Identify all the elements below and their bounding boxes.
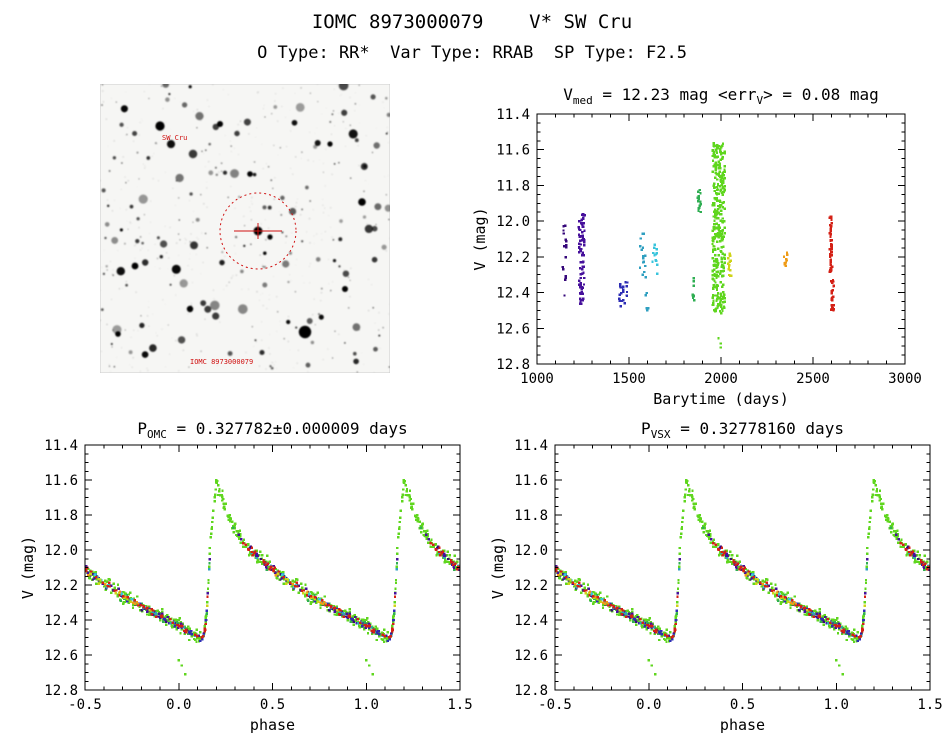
target-marker — [219, 192, 297, 270]
y-tick-label: 11.6 — [496, 143, 530, 159]
y-tick-label: 11.8 — [514, 508, 548, 524]
y-tick-label: 12.0 — [44, 543, 78, 559]
y-tick-label: 12.4 — [514, 613, 548, 629]
y-tick-label: 12.2 — [496, 250, 530, 266]
x-axis-title: Barytime (days) — [653, 390, 788, 408]
phase-vsx-plot-title: PVSX = 0.32778160 days — [555, 419, 930, 441]
x-tick-label: 1.5 — [917, 697, 942, 713]
star-field — [100, 84, 390, 373]
y-tick-label: 12.8 — [514, 683, 548, 699]
barytime-scatter-chart: 1000 1500 2000 2500 3000 11.4 11.6 11.8 12.0 12.2… — [471, 107, 922, 408]
x-tick-label: 1.0 — [824, 697, 849, 713]
finder-label-top: SW Cru — [162, 134, 188, 142]
phase-vsx-scatter-chart: -0.5 0.0 0.5 1.0 1.5 11.4 11.6 11.8 12.0 12.2 12.4… — [489, 438, 943, 734]
axes — [554, 444, 931, 691]
y-tick-label: 12.6 — [496, 321, 530, 337]
page-title: IOMC 8973000079 V* SW Cru — [311, 11, 633, 33]
phase-vsx-plot: PVSX = 0.32778160 days -0.5 0.0 0.5 1.0 1.5 1… — [478, 414, 944, 746]
subscript-text: V — [756, 94, 764, 108]
y-axis-title: V (mag) — [489, 536, 507, 599]
data-points — [561, 142, 836, 349]
y-tick-label: 12.4 — [44, 613, 78, 629]
y-tick-label: 12.2 — [514, 578, 548, 594]
y-tick-label: 11.4 — [44, 438, 78, 454]
star-field-image — [100, 84, 390, 373]
axes — [84, 444, 461, 691]
title-text: V — [563, 85, 573, 104]
title-text: = 12.23 mag <err — [592, 85, 757, 104]
y-tick-label: 12.4 — [496, 286, 530, 302]
barytime-plot-title: Vmed = 12.23 mag <errV> = 0.08 mag — [537, 85, 905, 107]
y-tick-label: 12.6 — [514, 648, 548, 664]
subscript-text: med — [572, 94, 593, 108]
target-circle-icon — [219, 192, 297, 270]
y-tick-label: 11.6 — [44, 473, 78, 489]
title-text: = 0.32778160 days — [670, 419, 844, 438]
data-points — [555, 478, 930, 676]
finder-label-bottom: IOMC 8973000079 — [190, 358, 254, 366]
x-tick-label: 0.5 — [260, 697, 285, 713]
y-tick-label: 12.8 — [44, 683, 78, 699]
x-tick-label: 1000 — [520, 371, 554, 387]
page-subtitle: O Type: RR* Var Type: RRAB SP Type: F2.5 — [257, 43, 687, 63]
x-tick-label: 3000 — [888, 371, 922, 387]
x-tick-label: -0.5 — [538, 697, 572, 713]
y-tick-label: 12.0 — [514, 543, 548, 559]
y-tick-label: 11.4 — [514, 438, 548, 454]
x-tick-label: 0.0 — [636, 697, 661, 713]
finder-chart: SW Cru IOMC 8973000079 — [100, 84, 390, 373]
barytime-plot: Vmed = 12.23 mag <errV> = 0.08 mag 1000 1… — [455, 80, 943, 412]
y-tick-label: 11.4 — [496, 107, 530, 123]
axes — [536, 113, 906, 365]
phase-omc-plot-title: POMC = 0.327782±0.000009 days — [85, 419, 460, 441]
y-tick-label: 11.6 — [514, 473, 548, 489]
x-axis-title: phase — [720, 716, 765, 734]
title-text: = 0.327782±0.000009 days — [166, 419, 408, 438]
title-text: P — [641, 419, 651, 438]
title-text: P — [137, 419, 147, 438]
x-tick-label: -0.5 — [68, 697, 102, 713]
x-tick-label: 2500 — [796, 371, 830, 387]
x-tick-label: 2000 — [704, 371, 738, 387]
phase-omc-plot: POMC = 0.327782±0.000009 days -0.5 0.0 0.5… — [8, 414, 478, 746]
subscript-text: VSX — [650, 428, 671, 442]
y-tick-label: 11.8 — [496, 178, 530, 194]
phase-omc-scatter-chart: -0.5 0.0 0.5 1.0 1.5 11.4 11.6 11.8 12.0 12.2 12.4… — [19, 438, 473, 734]
y-tick-label: 12.0 — [496, 214, 530, 230]
y-axis-title: V (mag) — [19, 536, 37, 599]
x-tick-label: 1.5 — [447, 697, 472, 713]
tick-labels: -0.5 0.0 0.5 1.0 1.5 11.4 11.6 11.8 12.0 12.2 12.4… — [489, 438, 943, 734]
subscript-text: OMC — [146, 428, 167, 442]
x-tick-label: 1500 — [612, 371, 646, 387]
tick-labels: -0.5 0.0 0.5 1.0 1.5 11.4 11.6 11.8 12.0 12.2 12.4… — [19, 438, 473, 734]
y-tick-label: 12.2 — [44, 578, 78, 594]
y-tick-label: 12.8 — [496, 357, 530, 373]
tick-labels: 1000 1500 2000 2500 3000 11.4 11.6 11.8 12.0 12.2… — [471, 107, 922, 408]
x-tick-label: 0.0 — [166, 697, 191, 713]
x-tick-label: 1.0 — [354, 697, 379, 713]
y-tick-label: 12.6 — [44, 648, 78, 664]
y-tick-label: 11.8 — [44, 508, 78, 524]
title-text: > = 0.08 mag — [763, 85, 879, 104]
x-tick-label: 0.5 — [730, 697, 755, 713]
x-axis-title: phase — [250, 716, 295, 734]
y-axis-title: V (mag) — [471, 207, 489, 270]
data-points — [85, 478, 460, 676]
